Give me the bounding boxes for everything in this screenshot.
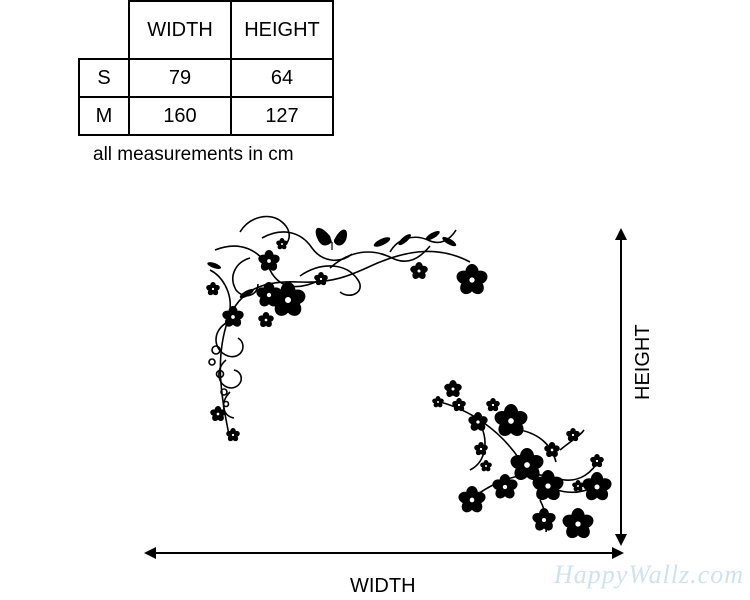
size-label-s: S <box>78 58 130 98</box>
header-height: HEIGHT <box>230 0 334 60</box>
table-row-m: M 160 127 <box>78 96 334 136</box>
width-dimension-arrow <box>144 547 624 559</box>
size-table: WIDTH HEIGHT S 79 64 M 160 127 <box>78 0 334 136</box>
height-value-s: 64 <box>230 58 334 98</box>
size-label-m: M <box>78 96 130 136</box>
width-value-m: 160 <box>128 96 232 136</box>
table-header-row: WIDTH HEIGHT <box>79 0 334 60</box>
bottom-right-flowers <box>432 380 612 540</box>
butterfly-icon <box>315 227 348 250</box>
header-width: WIDTH <box>128 0 232 60</box>
width-value-s: 79 <box>128 58 232 98</box>
height-axis-label: HEIGHT <box>632 324 654 400</box>
height-dimension-arrow <box>615 228 627 546</box>
empty-corner-cell <box>79 1 130 60</box>
measurement-note: all measurements in cm <box>93 144 294 165</box>
width-axis-label: WIDTH <box>350 575 416 597</box>
height-value-m: 127 <box>230 96 334 136</box>
top-left-flowers <box>206 238 488 442</box>
top-left-floral-corner <box>208 215 471 441</box>
table-row-s: S 79 64 <box>78 58 334 98</box>
watermark-text: HappyWallz.com <box>554 560 744 589</box>
